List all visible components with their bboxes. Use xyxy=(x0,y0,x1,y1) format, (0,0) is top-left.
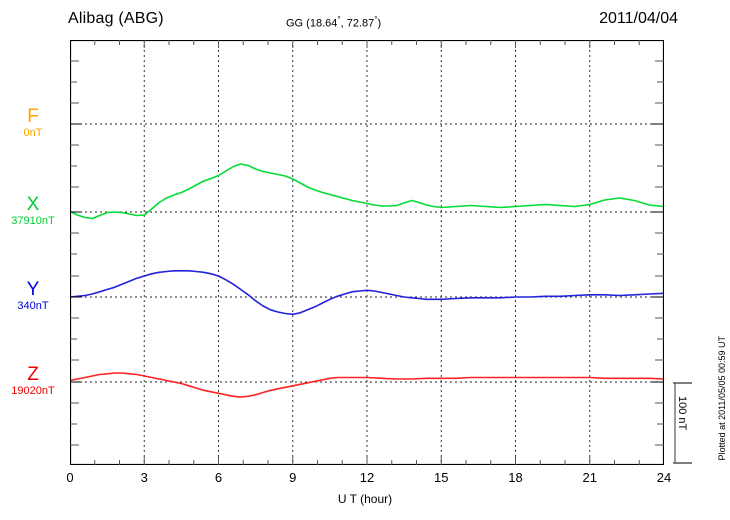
component-baselines xyxy=(70,123,664,383)
xtick-label-3: 3 xyxy=(140,470,148,485)
x-axis-title: U T (hour) xyxy=(337,492,393,506)
trace-Z xyxy=(70,372,664,398)
coords-separator: , xyxy=(340,17,347,30)
coords-longitude: 72.87 xyxy=(346,17,375,30)
component-baseline-X: 37910nT xyxy=(11,215,55,227)
xtick-label-21: 21 xyxy=(582,470,597,485)
xtick-label-12: 12 xyxy=(359,470,375,485)
magnetogram-plot-area xyxy=(70,40,664,465)
xtick-label-6: 6 xyxy=(214,470,223,485)
coords-suffix: ) xyxy=(377,17,382,30)
bottom-axis-ticks xyxy=(94,457,640,465)
xtick-label-15: 15 xyxy=(434,470,449,485)
component-label-X: X 37910nT xyxy=(0,195,66,229)
component-symbol-F: F xyxy=(27,106,39,127)
xtick-label-0: 0 xyxy=(66,470,74,485)
coords-prefix: GG ( xyxy=(286,17,310,30)
trace-X xyxy=(70,163,664,220)
right-axis-ticks xyxy=(652,60,664,446)
geographic-coordinates: GG (18.64°, 72.87°) xyxy=(286,15,381,30)
xtick-label-18: 18 xyxy=(508,470,523,485)
station-title: Alibag (ABG) xyxy=(68,10,164,27)
component-baseline-Z: 19020nT xyxy=(11,385,55,397)
component-symbol-Y: Y xyxy=(26,279,40,300)
xtick-label-9: 9 xyxy=(289,470,297,485)
component-symbol-Z: Z xyxy=(27,364,39,385)
component-label-Y: Y 340nT xyxy=(0,280,66,314)
plotted-at-stamp: Plotted at 2011/05/05 00:59 UT xyxy=(717,336,727,461)
vertical-gridlines xyxy=(143,40,591,465)
coords-latitude: 18.64 xyxy=(309,17,338,30)
component-label-Z: Z 19020nT xyxy=(0,365,66,399)
xtick-label-24: 24 xyxy=(656,470,672,485)
degree-icon: ° xyxy=(337,15,341,24)
degree-icon: ° xyxy=(374,15,378,24)
component-baseline-F: 0nT xyxy=(23,127,43,139)
left-axis-ticks xyxy=(70,60,82,446)
observation-date: 2011/04/04 xyxy=(599,10,678,27)
magnetogram-svg xyxy=(70,40,664,465)
component-label-F: F 0nT xyxy=(0,107,66,141)
scale-bar xyxy=(673,382,692,464)
scale-bar-label: 100 nT xyxy=(676,396,688,431)
component-symbol-X: X xyxy=(26,194,40,215)
top-axis-ticks xyxy=(94,40,640,48)
trace-Y xyxy=(70,270,664,316)
component-baseline-Y: 340nT xyxy=(17,300,49,312)
